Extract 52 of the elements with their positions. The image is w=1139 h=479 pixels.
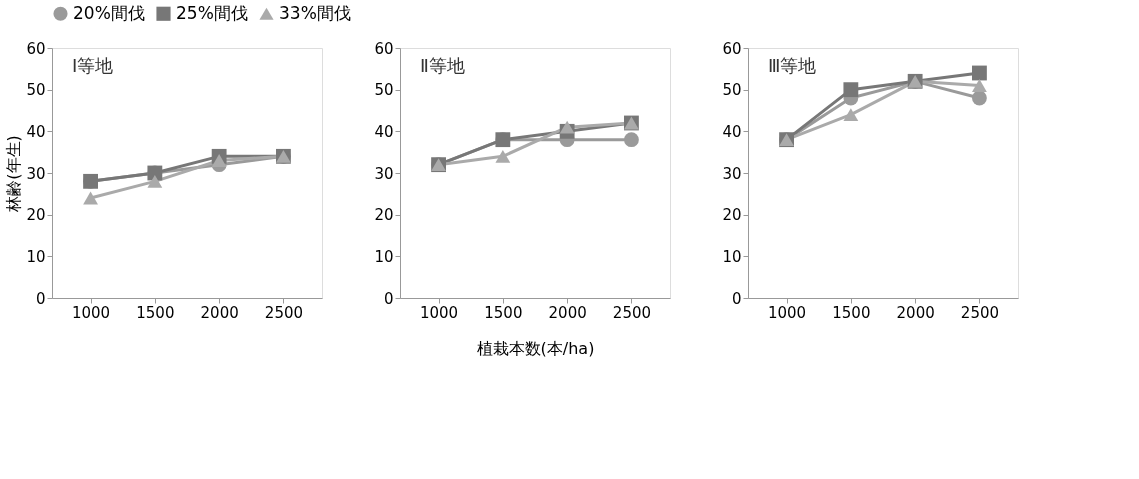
point [972,65,987,81]
y-tick-label: 40 [722,122,742,141]
y-tick-label: 0 [731,289,742,308]
x-tick-label: 1500 [136,303,175,322]
x-tick-label: 1000 [767,303,807,322]
annotation: Ⅱ等地 [420,55,465,76]
point [211,154,227,167]
y-tick-label: 10 [26,247,46,266]
y-tick-label: 20 [722,206,742,225]
y-tick-label: 20 [374,206,394,225]
legend-label: 20%間伐 [73,2,145,23]
point [972,79,987,92]
y-tick-label: 0 [35,289,46,308]
x-tick-label: 2500 [264,303,304,322]
point [843,82,859,98]
y-tick-label: 40 [26,122,46,141]
x-tick-label: 2500 [960,303,1000,322]
y-tick-label: 30 [374,164,394,183]
y-tick-label: 50 [722,81,742,100]
y-tick-label: 60 [374,39,394,58]
y-axis-title: 林齢(年生) [4,135,24,213]
point [972,90,987,106]
x-tick-label: 1000 [71,303,111,322]
point [495,149,511,163]
point [147,174,163,188]
y-tick-label: 30 [722,164,742,183]
x-tick-label: 2000 [896,303,935,322]
legend-label: 25%間伐 [176,2,248,23]
x-tick-label: 2500 [612,303,652,322]
y-tick-label: 10 [722,247,742,266]
y-tick-label: 50 [374,81,394,100]
annotation: Ⅰ等地 [72,55,114,76]
x-tick-label: 1500 [484,303,523,322]
y-tick-label: 20 [26,206,46,225]
y-tick-label: 60 [26,39,46,58]
y-tick-label: 60 [722,39,742,58]
point [843,108,859,122]
y-tick-label: 30 [26,164,46,183]
point [624,132,639,148]
point [559,120,575,134]
point [83,191,98,205]
y-tick-label: 0 [383,289,394,308]
x-tick-label: 2000 [548,303,587,322]
legend-label: 33%間伐 [279,2,351,23]
x-tick-label: 1000 [419,303,459,322]
x-axis-title: 植栽本数(本/ha) [476,338,595,358]
y-tick-label: 40 [374,122,394,141]
x-tick-label: 1500 [832,303,871,322]
annotation: Ⅲ等地 [768,55,817,76]
y-tick-label: 10 [374,247,394,266]
x-tick-label: 2000 [200,303,239,322]
y-tick-label: 50 [26,81,46,100]
